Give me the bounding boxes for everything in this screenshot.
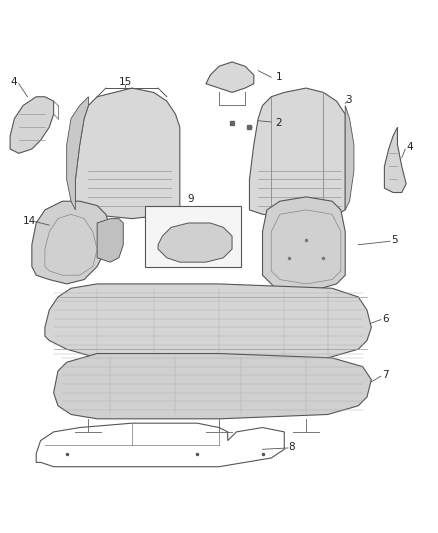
Text: 12: 12 [184,255,198,265]
Polygon shape [10,97,53,154]
FancyBboxPatch shape [145,206,241,266]
Polygon shape [32,201,110,284]
Polygon shape [53,353,371,419]
Polygon shape [45,284,371,362]
Polygon shape [97,219,123,262]
Text: 9: 9 [188,194,194,204]
Text: 15: 15 [119,77,132,86]
Text: 3: 3 [345,95,352,105]
Polygon shape [345,106,354,210]
Text: 6: 6 [382,314,389,324]
Text: 4: 4 [406,142,413,152]
Text: 10: 10 [160,218,173,228]
Polygon shape [206,62,254,92]
Polygon shape [158,223,232,262]
Polygon shape [67,97,88,210]
Polygon shape [75,88,180,219]
Polygon shape [250,88,345,219]
Text: 11: 11 [193,218,206,228]
Text: 14: 14 [23,216,36,226]
Text: 7: 7 [382,370,389,381]
Polygon shape [262,197,345,293]
Text: 1: 1 [276,72,282,82]
Polygon shape [385,127,406,192]
Text: 4: 4 [10,77,17,86]
Text: 5: 5 [391,236,398,245]
Text: 2: 2 [276,118,282,128]
Text: 8: 8 [289,442,295,452]
